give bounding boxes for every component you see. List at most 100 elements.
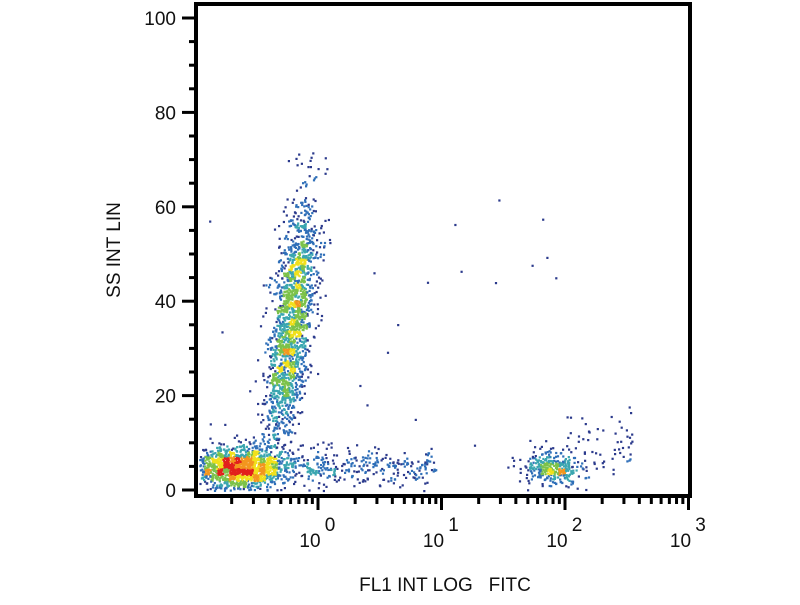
data-point <box>305 235 309 238</box>
data-point <box>306 462 310 465</box>
data-point <box>272 465 275 468</box>
data-point <box>394 464 397 467</box>
data-point <box>275 338 278 341</box>
data-point <box>268 286 271 289</box>
data-point <box>307 283 310 286</box>
data-point <box>267 473 270 476</box>
data-point <box>275 320 278 324</box>
data-point <box>274 293 277 296</box>
data-point <box>250 482 253 485</box>
data-point <box>199 459 202 462</box>
data-point <box>296 261 299 264</box>
data-point <box>564 466 567 469</box>
data-point <box>244 438 247 441</box>
data-point <box>215 469 218 473</box>
data-point <box>260 470 263 473</box>
data-point <box>278 407 281 410</box>
data-point <box>350 463 353 466</box>
data-point <box>306 272 309 275</box>
data-point <box>555 462 558 465</box>
data-point <box>319 473 322 476</box>
data-point <box>274 389 277 392</box>
data-point <box>414 418 417 421</box>
data-point <box>272 389 276 392</box>
data-point <box>531 472 534 475</box>
data-point <box>242 461 245 464</box>
data-point <box>308 285 312 288</box>
data-point <box>539 470 542 473</box>
data-point <box>267 416 270 419</box>
data-point <box>577 461 580 464</box>
data-point <box>299 397 302 400</box>
data-point <box>548 453 551 456</box>
data-point <box>302 281 305 284</box>
data-point <box>305 238 308 241</box>
data-point <box>205 461 208 465</box>
data-point <box>304 379 307 382</box>
data-point <box>257 402 260 406</box>
data-point <box>603 460 606 463</box>
data-point <box>329 467 333 470</box>
data-point <box>217 476 220 479</box>
data-point <box>538 456 541 459</box>
data-point <box>269 336 272 339</box>
data-point <box>266 348 270 351</box>
data-point <box>314 473 317 476</box>
data-point <box>279 470 282 473</box>
data-point <box>577 440 580 443</box>
data-point <box>270 477 273 480</box>
data-point <box>403 452 406 455</box>
data-point <box>241 444 244 448</box>
data-point <box>283 317 286 320</box>
data-point <box>310 230 313 233</box>
data-point <box>294 474 297 477</box>
data-point <box>271 480 274 483</box>
data-point <box>269 486 272 489</box>
data-point <box>300 357 303 360</box>
data-point <box>262 480 265 483</box>
data-point <box>612 468 615 471</box>
data-point <box>278 364 281 368</box>
data-point <box>283 267 286 270</box>
data-point <box>284 395 287 398</box>
data-point <box>220 443 223 446</box>
data-point <box>280 369 284 372</box>
data-point <box>268 456 271 459</box>
data-point <box>272 393 275 396</box>
data-point <box>400 463 403 466</box>
data-point <box>267 465 270 468</box>
data-point <box>333 478 336 481</box>
data-point <box>305 365 308 369</box>
data-point <box>299 315 302 318</box>
data-point <box>341 464 344 468</box>
data-point <box>204 469 207 473</box>
data-point <box>309 159 312 162</box>
data-point <box>297 270 300 273</box>
data-point <box>306 231 309 234</box>
data-point <box>311 253 314 256</box>
data-point <box>290 365 293 368</box>
data-point <box>287 370 290 373</box>
data-point <box>313 266 316 269</box>
data-point <box>303 245 306 249</box>
data-point <box>305 326 309 329</box>
data-point <box>267 427 270 430</box>
data-point <box>225 479 228 482</box>
data-point <box>326 467 329 470</box>
data-point <box>582 438 585 441</box>
data-point <box>307 238 310 241</box>
data-point <box>224 461 227 464</box>
data-point <box>286 287 289 290</box>
data-point <box>295 225 298 228</box>
data-point <box>280 456 283 460</box>
data-point <box>285 351 288 354</box>
data-point <box>258 455 261 458</box>
data-point <box>274 378 277 381</box>
data-point <box>216 446 219 449</box>
data-point <box>290 290 293 294</box>
data-point <box>273 482 277 486</box>
data-point <box>207 473 210 476</box>
data-point <box>308 322 311 325</box>
data-point <box>199 456 203 459</box>
data-point <box>269 394 272 397</box>
